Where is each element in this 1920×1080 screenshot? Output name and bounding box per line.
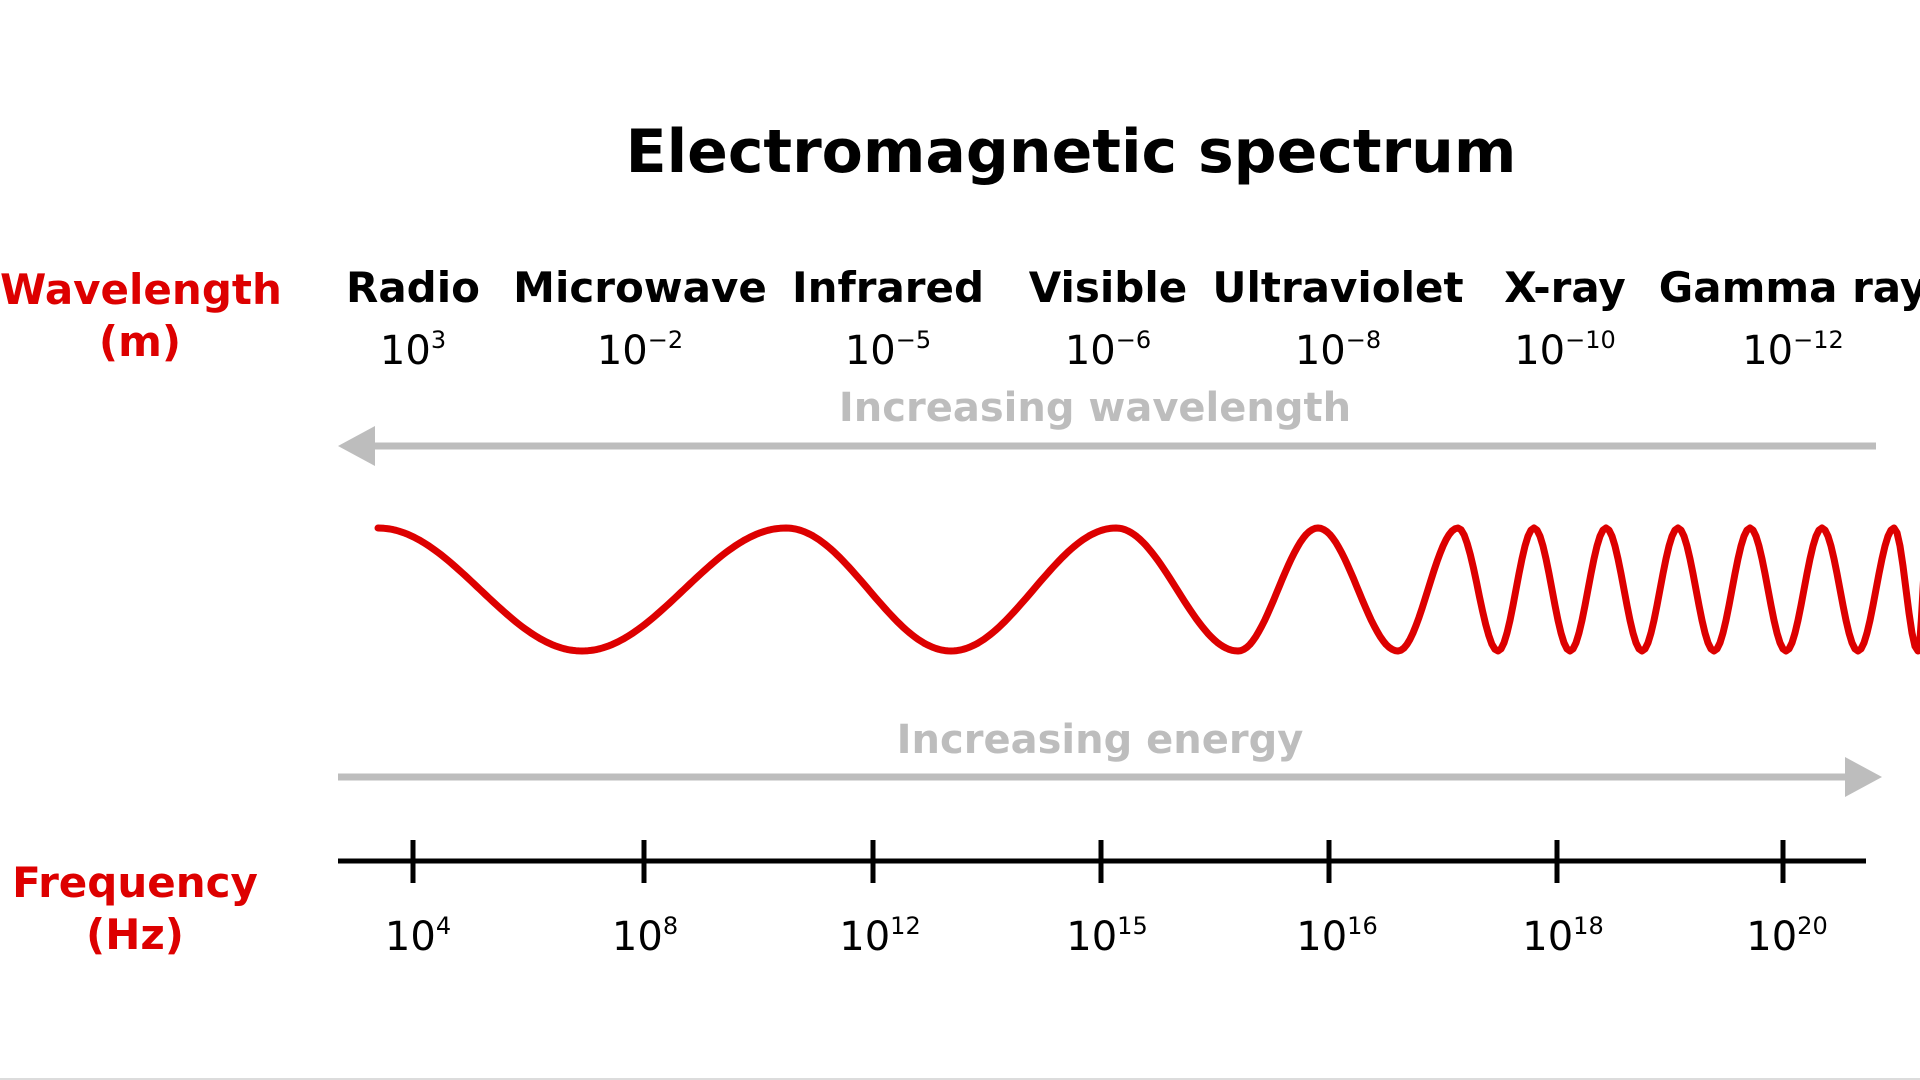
band-infrared: Infrared 10−5 [738, 262, 1038, 377]
wavelength-unit: (m) [98, 317, 182, 366]
frequency-unit: (Hz) [86, 910, 184, 959]
bottom-divider [0, 1078, 1920, 1080]
frequency-tick-label: 1015 [1066, 912, 1148, 960]
band-name: Radio [346, 263, 480, 312]
band-name: X-ray [1504, 263, 1626, 312]
band-wavelength: 10−12 [1742, 326, 1844, 374]
band-visible: Visible 10−6 [958, 262, 1258, 377]
wavelength-label-text: Wavelength [0, 265, 282, 314]
band-radio: Radio 103 [263, 262, 563, 377]
frequency-tick-label: 1016 [1296, 912, 1378, 960]
frequency-tick-label: 108 [611, 912, 679, 960]
frequency-tick-label: 1012 [839, 912, 921, 960]
band-wavelength: 10−10 [1514, 326, 1616, 374]
em-wave [374, 524, 1920, 655]
band-microwave: Microwave 10−2 [490, 262, 790, 377]
band-name: Microwave [513, 263, 767, 312]
band-ultraviolet: Ultraviolet 10−8 [1188, 262, 1488, 377]
page-title: Electromagnetic spectrum [625, 117, 1517, 187]
band-wavelength: 10−5 [844, 326, 932, 374]
band-name: Ultraviolet [1212, 263, 1464, 312]
frequency-tick-label: 104 [384, 912, 452, 960]
wavelength-arrow-head [338, 426, 375, 466]
frequency-tick-label: 1020 [1746, 912, 1828, 960]
energy-arrow-label: Increasing energy [896, 717, 1304, 763]
band-wavelength: 10−2 [596, 326, 684, 374]
band-x-ray: X-ray 10−10 [1415, 262, 1715, 377]
frequency-label-text: Frequency [12, 858, 258, 907]
band-name: Infrared [791, 263, 985, 312]
band-gamma-ray: Gamma ray 10−12 [1643, 262, 1920, 377]
band-wavelength: 10−6 [1064, 326, 1152, 374]
band-name: Visible [1028, 263, 1188, 312]
wavelength-label: Wavelength (m) [0, 264, 282, 368]
band-name: Gamma ray [1658, 263, 1920, 312]
frequency-label: Frequency (Hz) [0, 857, 275, 961]
frequency-tick-label: 1018 [1522, 912, 1604, 960]
wavelength-arrow-label: Increasing wavelength [838, 385, 1352, 431]
band-wavelength: 103 [379, 326, 447, 374]
energy-arrow-head [1845, 757, 1882, 797]
band-wavelength: 10−8 [1294, 326, 1382, 374]
